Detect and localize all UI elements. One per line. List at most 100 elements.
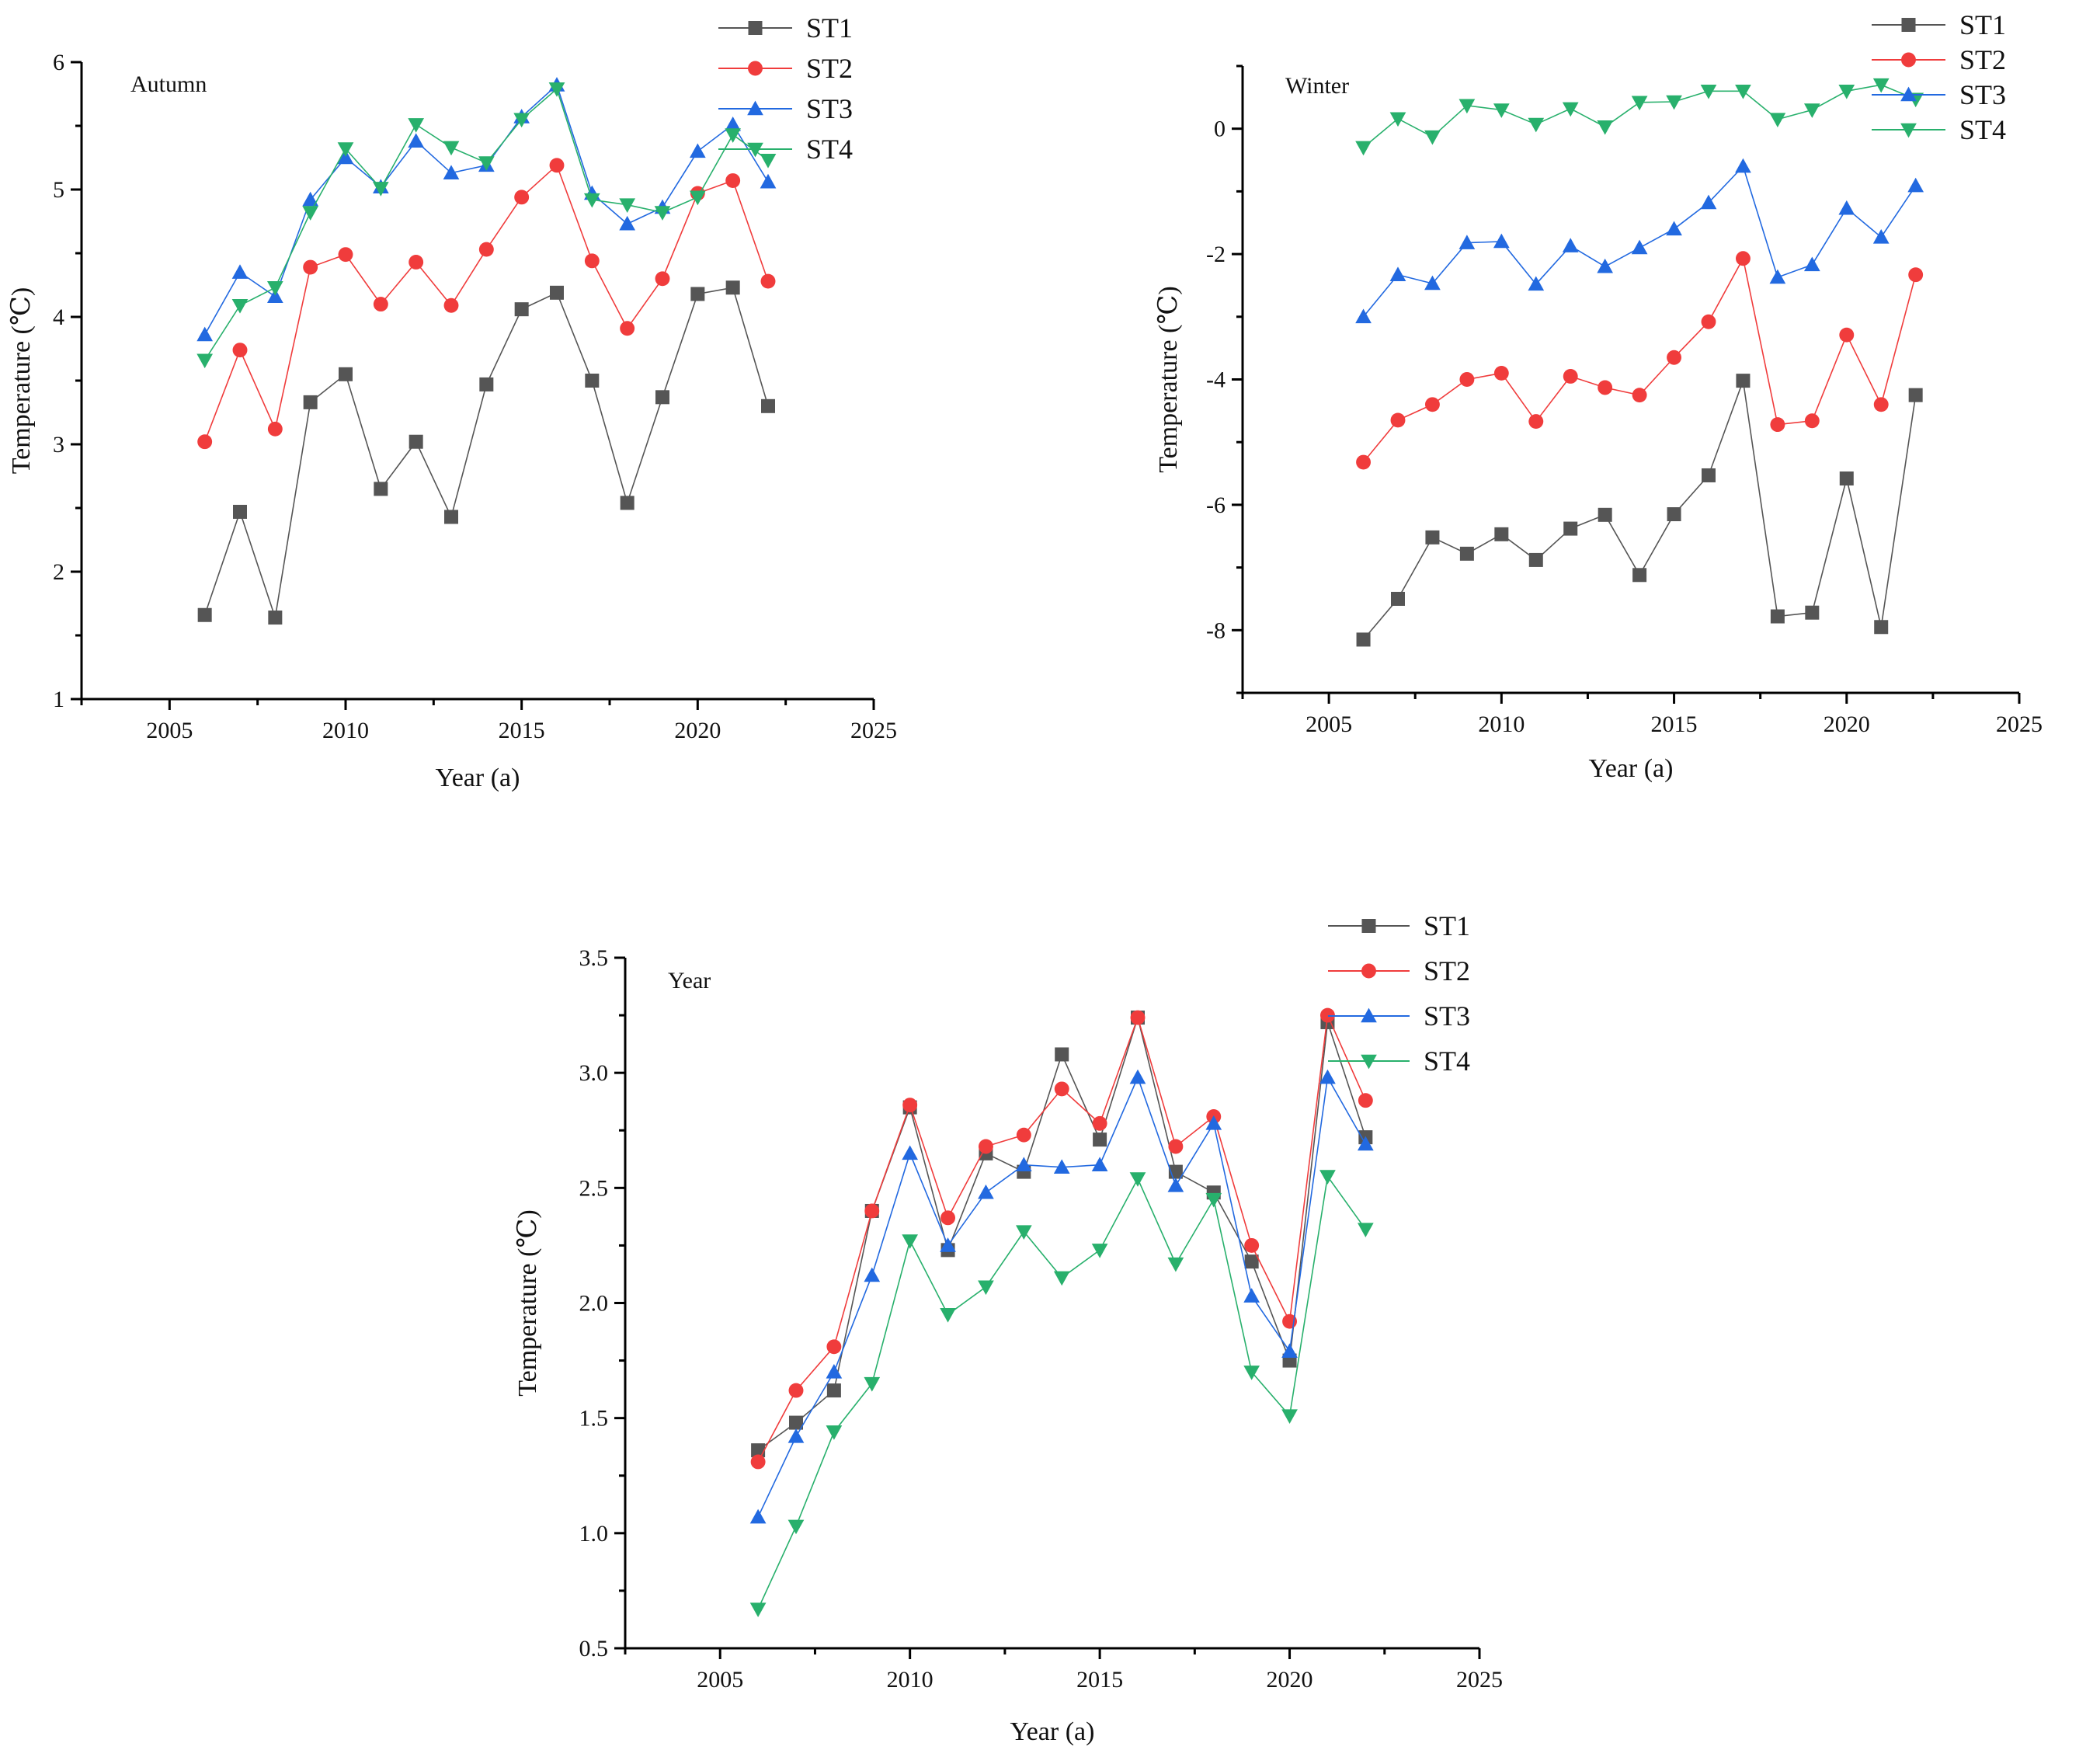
- series-line-st1: [1362, 380, 1917, 640]
- data-point-st1: [690, 287, 705, 301]
- data-point-st4: [787, 1519, 805, 1535]
- data-point-st4: [1355, 141, 1372, 156]
- legend-marker: [1901, 52, 1916, 68]
- legend-label: ST1: [806, 12, 853, 43]
- series-st3: [1355, 158, 1924, 324]
- data-point-st4: [826, 1425, 843, 1440]
- legend-item-st2: ST2: [1872, 44, 2006, 75]
- data-point-st2: [826, 1339, 842, 1355]
- legend-item-st1: ST1: [718, 12, 853, 43]
- series-line-st2: [203, 164, 769, 443]
- series-line-st4: [1363, 84, 1916, 148]
- data-point-st4: [1205, 1192, 1222, 1208]
- x-tick-label: 2025: [1456, 1667, 1503, 1693]
- legend-marker: [1901, 18, 1916, 32]
- legend-label: ST4: [806, 134, 853, 165]
- data-point-st2: [549, 158, 565, 173]
- data-point-st2: [1016, 1127, 1031, 1143]
- data-point-st3: [443, 165, 460, 179]
- y-tick-label: 6: [53, 50, 64, 75]
- x-tick-label: 2015: [1651, 712, 1698, 737]
- data-point-st1: [1391, 591, 1405, 606]
- data-point-st4: [1319, 1170, 1336, 1185]
- data-point-st1: [1874, 620, 1889, 635]
- series-line-st4: [203, 88, 769, 361]
- data-point-st3: [266, 288, 283, 304]
- data-point-st3: [940, 1237, 956, 1252]
- data-point-st3: [749, 1508, 767, 1524]
- legend-item-st3: ST3: [1872, 79, 2006, 110]
- winter-chart: 2005 2010 2015 2020 2025 -8 -6 -4 -2 0 Year (a) Tem…: [1154, 9, 2043, 783]
- data-point-st4: [1493, 103, 1510, 118]
- data-point-st1: [1244, 1254, 1259, 1269]
- series-line-st3: [203, 84, 769, 336]
- data-point-st2: [655, 271, 670, 287]
- data-point-st3: [725, 117, 742, 131]
- legend-label: ST3: [1959, 79, 2006, 110]
- data-point-st1: [751, 1443, 766, 1458]
- data-point-st1: [826, 1383, 841, 1398]
- data-point-st1: [620, 496, 635, 510]
- data-point-st4: [1389, 112, 1406, 127]
- data-point-st3: [1129, 1069, 1146, 1084]
- legend-item-st3: ST3: [1328, 1000, 1470, 1032]
- data-point-st3: [1015, 1157, 1032, 1171]
- series-st4: [749, 1170, 1374, 1617]
- data-point-st4: [1424, 130, 1441, 145]
- data-point-st1: [1702, 468, 1716, 482]
- data-point-st4: [1803, 103, 1820, 118]
- data-point-st2: [1598, 380, 1613, 395]
- data-point-st2: [1701, 314, 1716, 329]
- data-point-st3: [1528, 276, 1545, 291]
- data-point-st3: [1424, 275, 1441, 291]
- data-point-st1: [479, 377, 494, 391]
- data-point-st2: [1770, 417, 1785, 433]
- legend-marker: [747, 142, 763, 158]
- data-point-st4: [372, 182, 389, 197]
- y-tick-label: 2.0: [579, 1291, 609, 1317]
- data-point-st2: [1319, 1007, 1335, 1023]
- data-point-st4: [902, 1234, 919, 1249]
- data-point-st4: [654, 206, 671, 221]
- series-st3: [196, 77, 777, 342]
- x-tick-label: 2010: [1478, 712, 1525, 737]
- y-axis-title: Temperature (℃): [513, 1209, 542, 1396]
- series-st1: [1356, 374, 1923, 647]
- data-point-st2: [864, 1203, 880, 1219]
- data-point-st2: [1424, 397, 1440, 412]
- data-point-st3: [1562, 238, 1579, 252]
- data-point-st3: [689, 143, 706, 158]
- legend-marker: [748, 61, 763, 76]
- data-point-st3: [196, 326, 214, 342]
- data-point-st2: [267, 421, 283, 437]
- data-point-st3: [1838, 200, 1855, 215]
- x-tick-label: 2005: [697, 1667, 743, 1693]
- data-point-st4: [1167, 1257, 1184, 1272]
- data-point-st3: [1803, 256, 1820, 272]
- data-point-st3: [864, 1267, 881, 1282]
- data-point-st4: [231, 298, 249, 314]
- data-point-st4: [1281, 1409, 1298, 1425]
- data-point-st2: [1493, 365, 1509, 381]
- data-point-st1: [197, 607, 212, 622]
- data-point-st4: [940, 1308, 956, 1323]
- data-point-st2: [1667, 350, 1682, 365]
- data-point-st4: [1243, 1366, 1260, 1380]
- data-point-st2: [1054, 1081, 1069, 1097]
- data-point-st1: [514, 302, 529, 317]
- data-point-st4: [513, 113, 530, 128]
- data-point-st1: [1770, 609, 1785, 624]
- data-point-st3: [1769, 269, 1786, 284]
- x-axis-title: Year (a): [1010, 1717, 1095, 1746]
- data-point-st4: [1458, 99, 1476, 114]
- y-tick-label: 1.0: [579, 1521, 609, 1547]
- data-point-st1: [1093, 1133, 1107, 1147]
- legend-marker: [1900, 86, 1917, 102]
- data-point-st3: [408, 133, 425, 148]
- y-tick-label: 5: [53, 177, 64, 203]
- data-point-st2: [1632, 388, 1647, 403]
- data-point-st1: [1805, 605, 1820, 620]
- data-point-st3: [619, 215, 636, 231]
- y-tick-label: 4: [53, 304, 64, 330]
